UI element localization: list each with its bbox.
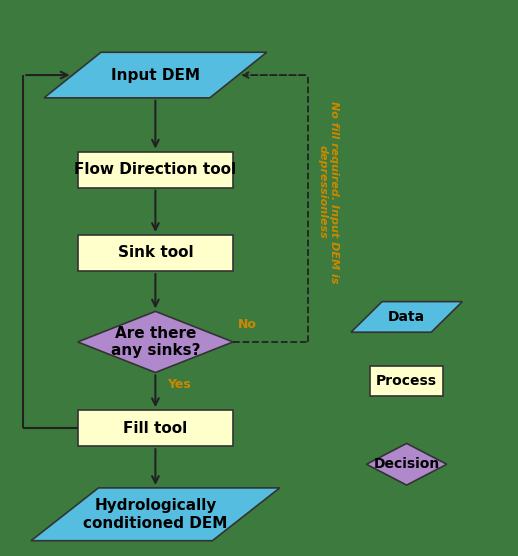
Text: Flow Direction tool: Flow Direction tool <box>75 162 236 177</box>
Text: No fill required. Input DEM is
depressionless: No fill required. Input DEM is depressio… <box>317 101 339 283</box>
Bar <box>78 410 233 446</box>
Text: Sink tool: Sink tool <box>118 246 193 260</box>
Polygon shape <box>44 52 267 98</box>
Text: Yes: Yes <box>167 378 191 391</box>
Text: No: No <box>238 318 257 331</box>
Polygon shape <box>367 444 447 485</box>
Polygon shape <box>78 311 233 373</box>
Polygon shape <box>31 488 280 540</box>
Text: Process: Process <box>376 374 437 388</box>
Text: Data: Data <box>388 310 425 324</box>
Bar <box>78 235 233 271</box>
Text: Input DEM: Input DEM <box>111 68 200 82</box>
Text: Are there
any sinks?: Are there any sinks? <box>111 326 200 358</box>
Polygon shape <box>351 301 463 332</box>
Bar <box>78 151 233 188</box>
Bar <box>370 366 443 396</box>
Text: Decision: Decision <box>373 457 440 471</box>
Text: Fill tool: Fill tool <box>123 421 188 435</box>
Text: Hydrologically
conditioned DEM: Hydrologically conditioned DEM <box>83 498 227 530</box>
